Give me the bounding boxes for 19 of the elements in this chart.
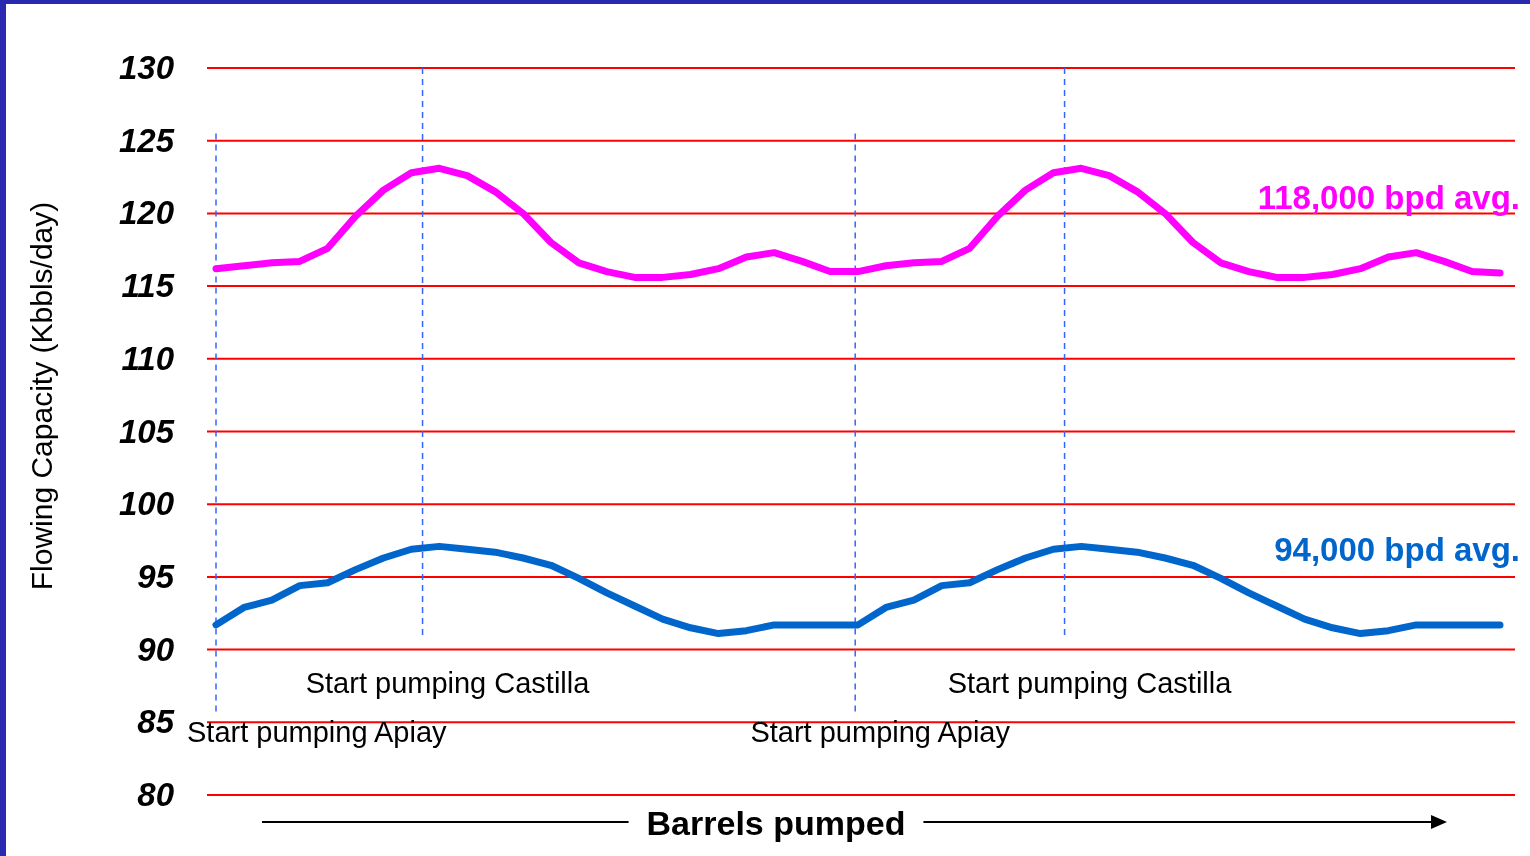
series-label: 94,000 bpd avg. bbox=[1274, 530, 1520, 568]
y-tick-label: 110 bbox=[121, 339, 175, 377]
y-tick-label: 105 bbox=[118, 412, 175, 450]
y-tick-label: 115 bbox=[121, 267, 175, 305]
y-tick-label: 130 bbox=[118, 49, 175, 87]
annotation: Start pumping Castilla bbox=[947, 667, 1233, 700]
annotation: Start pumping Apiay bbox=[750, 716, 1011, 749]
y-tick-label: 100 bbox=[118, 485, 175, 523]
y-tick-label: 85 bbox=[137, 703, 175, 741]
annotation: Start pumping Castilla bbox=[305, 667, 591, 700]
x-axis-title: Barrels pumped bbox=[646, 804, 906, 842]
y-tick-label: 95 bbox=[137, 557, 175, 595]
y-tick-label: 80 bbox=[137, 776, 175, 814]
y-tick-label: 120 bbox=[118, 194, 175, 232]
y-tick-label: 125 bbox=[118, 121, 175, 159]
annotation: Start pumping Apiay bbox=[187, 716, 448, 749]
y-tick-label: 90 bbox=[137, 630, 175, 668]
y-axis-title: Flowing Capacity (Kbbls/day) bbox=[25, 201, 58, 591]
series-label: 118,000 bpd avg. bbox=[1257, 179, 1520, 217]
